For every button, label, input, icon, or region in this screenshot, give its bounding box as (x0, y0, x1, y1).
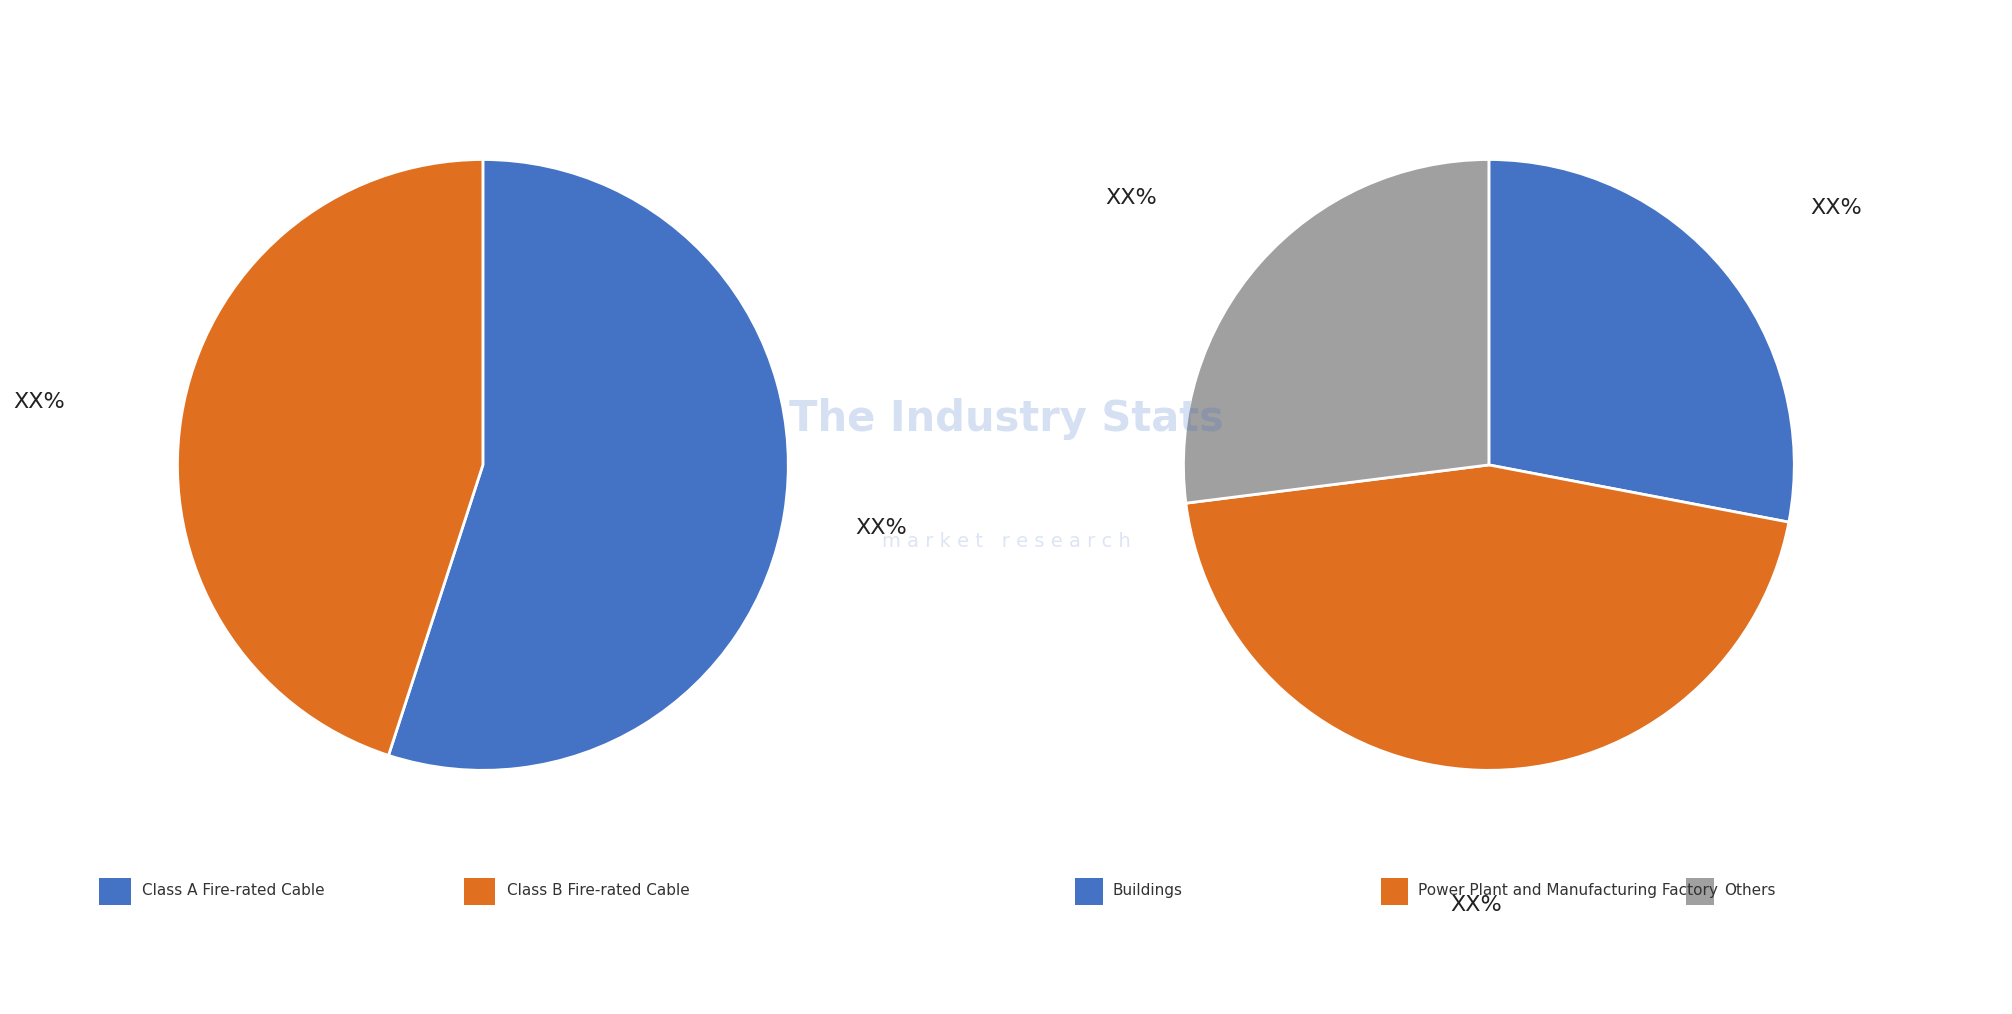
Wedge shape (1185, 464, 1789, 771)
Wedge shape (1183, 159, 1489, 503)
Text: XX%: XX% (855, 518, 907, 538)
Text: The Industry Stats: The Industry Stats (789, 399, 1223, 440)
Bar (99, 878, 131, 906)
Text: Buildings: Buildings (1113, 883, 1183, 898)
Text: m a r k e t   r e s e a r c h: m a r k e t r e s e a r c h (881, 531, 1131, 551)
Bar (1380, 878, 1408, 906)
Bar (463, 878, 495, 906)
Text: Website: www.theindustrystats.com: Website: www.theindustrystats.com (1632, 970, 1972, 989)
Text: XX%: XX% (12, 391, 64, 412)
Text: Fig. Global Fire-rated Cable Market Share by Product Types & Application: Fig. Global Fire-rated Cable Market Shar… (24, 33, 1062, 58)
Text: XX%: XX% (1107, 189, 1157, 208)
Text: Power Plant and Manufacturing Factory: Power Plant and Manufacturing Factory (1418, 883, 1718, 898)
Text: XX%: XX% (1811, 198, 1861, 218)
Wedge shape (1489, 159, 1795, 522)
Text: Source: Theindustrystats Analysis: Source: Theindustrystats Analysis (40, 970, 360, 989)
Wedge shape (177, 159, 483, 755)
Text: Class B Fire-rated Cable: Class B Fire-rated Cable (507, 883, 690, 898)
Wedge shape (388, 159, 789, 771)
Text: XX%: XX% (1451, 894, 1503, 915)
Text: Class A Fire-rated Cable: Class A Fire-rated Cable (143, 883, 326, 898)
Text: Others: Others (1724, 883, 1775, 898)
Bar (1074, 878, 1103, 906)
Bar (1686, 878, 1714, 906)
Text: Email: sales@theindustrystats.com: Email: sales@theindustrystats.com (841, 970, 1171, 989)
